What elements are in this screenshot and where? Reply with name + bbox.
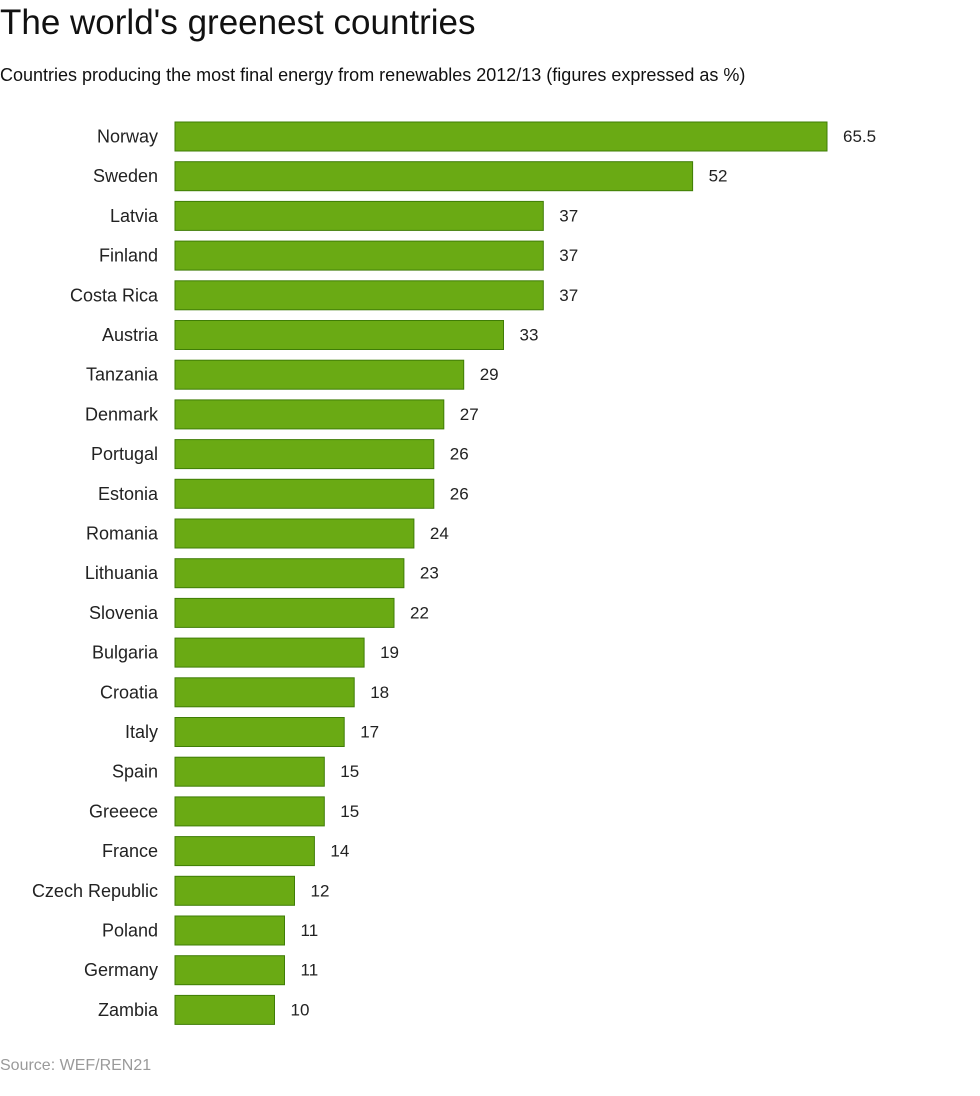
value-label: 65.5 bbox=[843, 127, 876, 146]
category-label: Germany bbox=[84, 960, 158, 980]
value-label: 18 bbox=[370, 683, 389, 702]
category-label: Denmark bbox=[85, 404, 159, 424]
bar-greeece bbox=[174, 796, 325, 827]
bar-czech-republic bbox=[174, 875, 295, 906]
source-note: Source: WEF/REN21 bbox=[0, 1057, 152, 1074]
category-labels: Norway Sweden Latvia Finland Costa Rica Austr… bbox=[32, 127, 159, 1020]
value-label: 33 bbox=[520, 326, 539, 345]
category-label: Croatia bbox=[100, 682, 159, 702]
bar-spain bbox=[174, 756, 325, 787]
value-label: 12 bbox=[311, 881, 330, 900]
bar-bulgaria bbox=[174, 637, 365, 668]
bar-lithuania bbox=[174, 558, 405, 589]
value-label: 15 bbox=[340, 802, 359, 821]
category-label: Austria bbox=[102, 325, 159, 345]
value-label: 17 bbox=[360, 723, 379, 742]
category-label: Portugal bbox=[91, 444, 158, 464]
bar-finland bbox=[174, 240, 544, 271]
value-label: 15 bbox=[340, 762, 359, 781]
bar-portugal bbox=[174, 439, 435, 470]
bar-sweden bbox=[174, 161, 694, 192]
category-label: Italy bbox=[125, 722, 158, 742]
value-label: 24 bbox=[430, 524, 449, 543]
bar-germany bbox=[174, 955, 285, 986]
bar-costa-rica bbox=[174, 280, 544, 311]
bar-zambia bbox=[174, 994, 275, 1025]
value-label: 22 bbox=[410, 603, 429, 622]
chart-title: The world's greenest countries bbox=[0, 3, 476, 42]
bar-slovenia bbox=[174, 597, 395, 628]
category-label: Czech Republic bbox=[32, 881, 158, 901]
category-label: Lithuania bbox=[85, 563, 159, 583]
category-label: Romania bbox=[86, 524, 159, 544]
bar-croatia bbox=[174, 677, 355, 708]
value-labels: 65.5 52 37 37 37 33 29 27 26 26 24 23 22 19 18 17 15 15 14… bbox=[291, 127, 877, 1019]
bar-austria bbox=[174, 320, 504, 350]
category-label: Sweden bbox=[93, 166, 158, 186]
bar-estonia bbox=[174, 478, 435, 509]
value-label: 37 bbox=[559, 206, 578, 225]
category-label: Norway bbox=[97, 127, 158, 147]
value-label: 10 bbox=[291, 1000, 310, 1019]
bar-norway bbox=[174, 121, 828, 152]
bar-romania bbox=[174, 518, 415, 549]
category-label: Poland bbox=[102, 921, 158, 941]
value-label: 14 bbox=[330, 842, 349, 861]
category-label: Tanzania bbox=[86, 365, 159, 385]
value-label: 52 bbox=[709, 167, 728, 186]
category-label: Finland bbox=[99, 246, 158, 266]
value-label: 37 bbox=[559, 286, 578, 305]
value-label: 11 bbox=[301, 961, 319, 980]
category-label: Zambia bbox=[98, 1000, 159, 1020]
value-label: 19 bbox=[380, 643, 399, 662]
value-label: 27 bbox=[460, 405, 479, 424]
category-label: Latvia bbox=[110, 206, 159, 226]
category-label: Bulgaria bbox=[92, 643, 159, 663]
bar-france bbox=[174, 836, 315, 867]
category-label: Spain bbox=[112, 762, 158, 782]
value-label: 11 bbox=[301, 921, 319, 940]
bar-italy bbox=[174, 717, 345, 747]
value-label: 23 bbox=[420, 564, 439, 583]
category-label: Greeece bbox=[89, 801, 158, 821]
category-label: Slovenia bbox=[89, 603, 159, 623]
bar-denmark bbox=[174, 399, 445, 430]
value-label: 26 bbox=[450, 445, 469, 464]
chart-subtitle: Countries producing the most final energ… bbox=[0, 65, 746, 85]
bar-poland bbox=[174, 915, 285, 946]
category-label: Costa Rica bbox=[70, 285, 159, 305]
bars bbox=[174, 121, 828, 1025]
category-label: France bbox=[102, 841, 158, 861]
category-label: Estonia bbox=[98, 484, 159, 504]
value-label: 26 bbox=[450, 484, 469, 503]
value-label: 29 bbox=[480, 365, 499, 384]
bar-latvia bbox=[174, 200, 544, 231]
value-label: 37 bbox=[559, 246, 578, 265]
bar-tanzania bbox=[174, 359, 465, 390]
